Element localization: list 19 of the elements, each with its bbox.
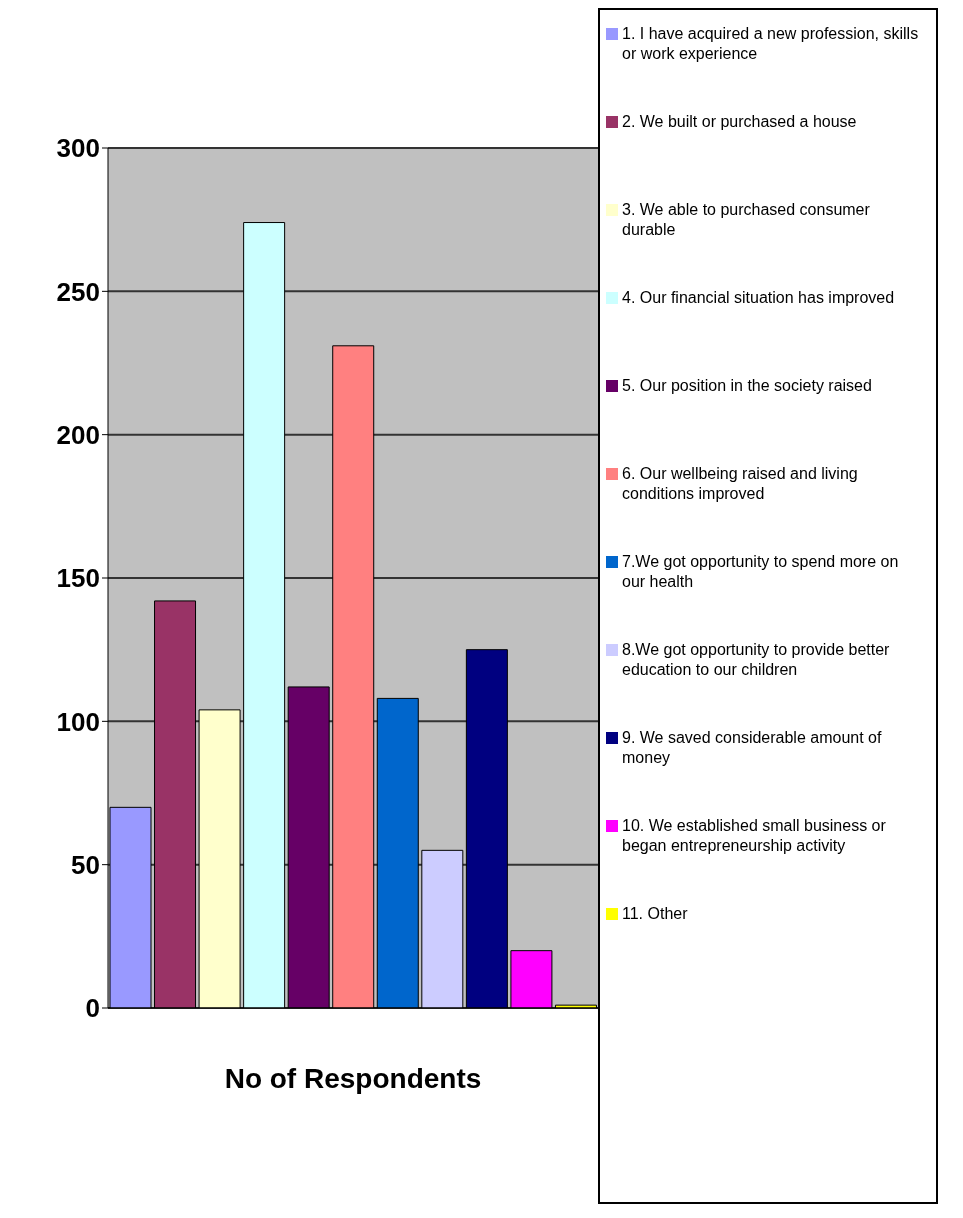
y-tick-label: 250 <box>56 276 100 307</box>
x-axis-title: No of Respondents <box>224 1063 482 1094</box>
legend-label: 10. We established small business or began entrepreneurship activity <box>622 816 887 856</box>
y-tick-label: 100 <box>56 706 100 737</box>
legend-label: 8.We got opportunity to provide better education to our children <box>622 640 891 680</box>
legend-label: 1. I have acquired a new profession, skills or work experience <box>622 24 920 64</box>
legend-label: 3. We able to purchased consumer durable <box>622 200 871 240</box>
legend-label: 5. Our position in the society raised <box>622 376 873 396</box>
legend-label: 2. We built or purchased a house <box>622 112 858 132</box>
legend-label: 4. Our financial situation has improved <box>622 288 896 308</box>
y-tick-label: 200 <box>56 419 100 450</box>
legend-label: 6. Our wellbeing raised and living conditions improved <box>622 464 859 504</box>
y-tick-label: 50 <box>71 849 100 880</box>
y-tick-label: 0 <box>85 993 100 1024</box>
y-tick-label: 150 <box>56 563 100 594</box>
legend-label: 7.We got opportunity to spend more on our health <box>622 552 900 592</box>
legend-label: 9. We saved considerable amount of money <box>622 728 883 768</box>
legend-label: 11. Other <box>622 904 689 924</box>
y-tick-label: 300 <box>56 133 100 164</box>
